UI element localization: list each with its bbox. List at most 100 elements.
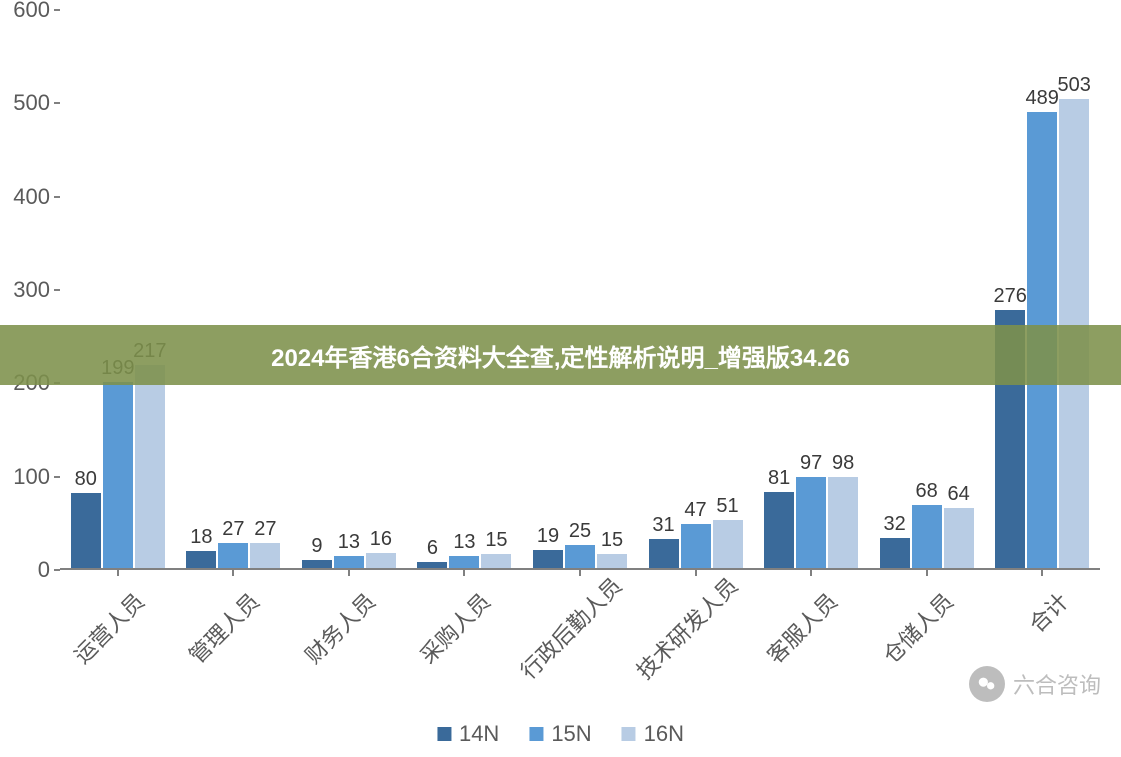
bar-value-label: 6 <box>427 537 438 560</box>
bar-value-label: 9 <box>311 535 322 558</box>
bar: 6 <box>417 562 447 568</box>
bar-value-label: 81 <box>768 467 790 490</box>
bar-value-label: 503 <box>1058 74 1091 97</box>
bar: 15 <box>597 554 627 568</box>
x-category-label: 采购人员 <box>397 585 497 685</box>
bar-value-label: 27 <box>222 518 244 541</box>
bar-group: 192515 <box>533 545 627 568</box>
x-category-label: 运营人员 <box>50 585 150 685</box>
x-tick-mark <box>810 570 812 576</box>
y-tick-mark <box>54 196 60 198</box>
bar: 32 <box>880 538 910 568</box>
watermark-text: 六合咨询 <box>1013 668 1101 700</box>
x-tick-mark <box>579 570 581 576</box>
bar-value-label: 98 <box>832 452 854 475</box>
bar: 27 <box>218 543 248 568</box>
y-tick-mark <box>54 476 60 478</box>
bar-value-label: 51 <box>716 495 738 518</box>
x-tick-mark <box>232 570 234 576</box>
x-category-label: 财务人员 <box>281 585 381 685</box>
bar-value-label: 16 <box>370 528 392 551</box>
bar-value-label: 27 <box>254 518 276 541</box>
bar-value-label: 19 <box>537 525 559 548</box>
legend: 14N 15N 16N <box>437 721 684 747</box>
bar-group: 61315 <box>417 554 511 568</box>
x-tick-mark <box>117 570 119 576</box>
bar-value-label: 31 <box>652 514 674 537</box>
x-category-label: 客服人员 <box>743 585 843 685</box>
legend-label: 15N <box>551 721 591 747</box>
bar-value-label: 32 <box>884 513 906 536</box>
bar-value-label: 68 <box>916 480 938 503</box>
bar: 68 <box>912 505 942 568</box>
legend-swatch <box>437 727 451 741</box>
legend-item: 14N <box>437 721 499 747</box>
wechat-icon <box>969 666 1005 702</box>
bar-value-label: 25 <box>569 520 591 543</box>
bar-group: 182727 <box>186 543 280 568</box>
bar: 18 <box>186 551 216 568</box>
bar: 51 <box>713 520 743 568</box>
bar: 25 <box>565 545 595 568</box>
bar: 98 <box>828 477 858 568</box>
bar-group: 80199217 <box>71 365 165 568</box>
y-tick-mark <box>54 102 60 104</box>
bar: 64 <box>944 508 974 568</box>
watermark: 六合咨询 <box>969 666 1101 702</box>
overlay-text: 2024年香港6合资料大全查,定性解析说明_增强版34.26 <box>271 338 850 373</box>
y-tick-mark <box>54 9 60 11</box>
plot-area: 8019921718272791316613151925153147518197… <box>60 10 1100 570</box>
bar: 217 <box>135 365 165 568</box>
x-tick-mark <box>1041 570 1043 576</box>
legend-swatch <box>622 727 636 741</box>
x-category-label: 仓储人员 <box>859 585 959 685</box>
legend-item: 15N <box>529 721 591 747</box>
bar: 81 <box>764 492 794 568</box>
x-category-label: 行政后勤人员 <box>512 585 612 685</box>
bar-value-label: 13 <box>338 531 360 554</box>
bar-value-label: 47 <box>684 499 706 522</box>
y-tick-mark <box>54 569 60 571</box>
x-tick-mark <box>463 570 465 576</box>
y-tick-label: 600 <box>0 0 50 23</box>
x-tick-mark <box>348 570 350 576</box>
y-tick-mark <box>54 289 60 291</box>
bar: 97 <box>796 477 826 568</box>
bar: 19 <box>533 550 563 568</box>
x-tick-mark <box>926 570 928 576</box>
legend-swatch <box>529 727 543 741</box>
bar: 27 <box>250 543 280 568</box>
x-tick-mark <box>695 570 697 576</box>
bar-group: 314751 <box>649 520 743 568</box>
legend-item: 16N <box>622 721 684 747</box>
bar: 31 <box>649 539 679 568</box>
y-tick-label: 0 <box>0 557 50 583</box>
chart-container: 8019921718272791316613151925153147518197… <box>60 10 1100 630</box>
bar-group: 91316 <box>302 553 396 568</box>
bar-value-label: 97 <box>800 452 822 475</box>
bar: 16 <box>366 553 396 568</box>
y-tick-label: 500 <box>0 90 50 116</box>
y-tick-label: 100 <box>0 464 50 490</box>
bar: 9 <box>302 560 332 568</box>
bar-value-label: 18 <box>190 526 212 549</box>
legend-label: 16N <box>644 721 684 747</box>
bar-value-label: 276 <box>994 285 1027 308</box>
bar: 15 <box>481 554 511 568</box>
bar-value-label: 15 <box>601 529 623 552</box>
y-tick-label: 300 <box>0 277 50 303</box>
bar: 13 <box>449 556 479 568</box>
overlay-banner: 2024年香港6合资料大全查,定性解析说明_增强版34.26 <box>0 325 1121 385</box>
x-category-label: 管理人员 <box>166 585 266 685</box>
bar: 199 <box>103 382 133 568</box>
bar-value-label: 15 <box>485 529 507 552</box>
bar-value-label: 80 <box>75 468 97 491</box>
bar: 47 <box>681 524 711 568</box>
bar: 80 <box>71 493 101 568</box>
y-tick-label: 400 <box>0 184 50 210</box>
x-category-label: 技术研发人员 <box>628 585 728 685</box>
bar-value-label: 489 <box>1026 87 1059 110</box>
bar-group: 326864 <box>880 505 974 568</box>
bar-value-label: 64 <box>948 483 970 506</box>
bar: 13 <box>334 556 364 568</box>
